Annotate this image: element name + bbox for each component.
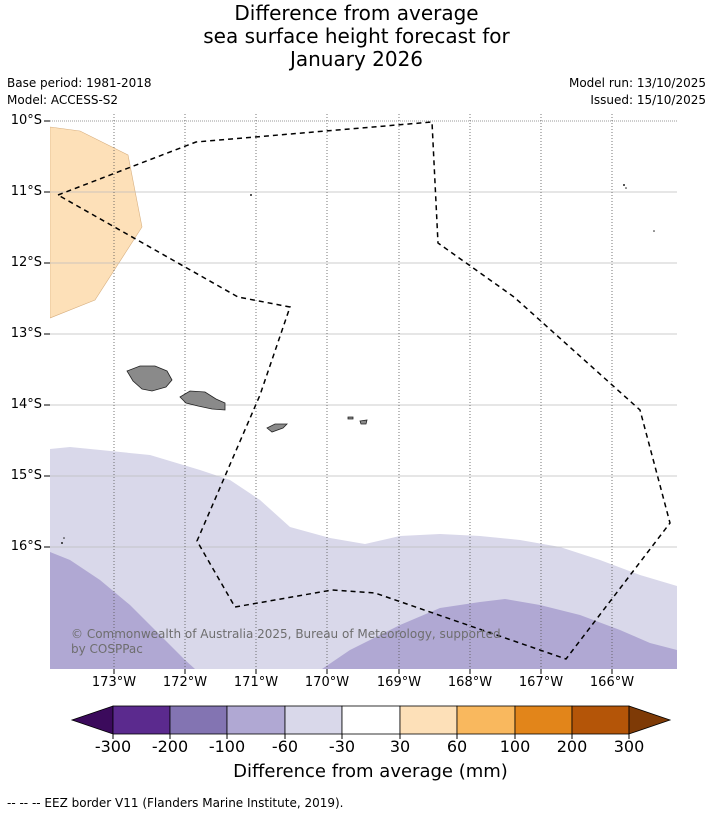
colorbar-tick-label: 30 — [389, 737, 411, 756]
colorbar-segment — [284, 705, 343, 735]
lat-label: 16°S — [10, 539, 42, 554]
colorbar-tick-label: 200 — [556, 737, 588, 756]
colorbar-tick-label: -100 — [208, 737, 246, 756]
lon-label: 169°W — [376, 675, 422, 690]
colorbar-segment — [112, 705, 171, 735]
colorbar-tick-label: -200 — [151, 737, 189, 756]
island-upolu — [179, 390, 226, 411]
eez-legend-note: -- -- -- EEZ border V11 (Flanders Marine… — [7, 796, 344, 810]
lon-label: 167°W — [518, 675, 564, 690]
lon-label: 166°W — [589, 675, 635, 690]
colorbar-tick-label: 100 — [499, 737, 531, 756]
island-small — [347, 416, 354, 420]
model-run: Model run: 13/10/2025 — [568, 76, 706, 90]
islet — [625, 187, 627, 189]
title-line-1: Difference from average — [234, 1, 479, 25]
colorbar-segment — [169, 705, 228, 735]
colorbar-tick-label: -60 — [271, 737, 299, 756]
lat-label: 15°S — [10, 468, 42, 483]
lat-label: 14°S — [10, 397, 42, 412]
islet — [653, 230, 655, 232]
islet — [250, 194, 252, 196]
lon-label: 170°W — [304, 675, 350, 690]
lon-label: 168°W — [447, 675, 493, 690]
lon-label: 171°W — [233, 675, 279, 690]
colorbar-tick-label: 300 — [613, 737, 645, 756]
colorbar-segment — [456, 705, 516, 735]
colorbar-tick-label: -300 — [94, 737, 132, 756]
title-line-2: sea surface height forecast for — [203, 24, 510, 48]
lat-label: 12°S — [10, 255, 42, 270]
lon-label: 173°W — [91, 675, 137, 690]
islet — [63, 537, 65, 539]
lat-label: 10°S — [10, 113, 42, 128]
base-period: Base period: 1981-2018 — [7, 76, 152, 90]
lat-label: 11°S — [10, 184, 42, 199]
anomaly-positive-patch — [50, 126, 143, 319]
colorbar-segment — [514, 705, 573, 735]
copyright-notice: © Commonwealth of Australia 2025, Bureau… — [71, 627, 501, 657]
colorbar-segment — [399, 705, 458, 735]
colorbar-segment — [341, 705, 401, 735]
model-name: Model: ACCESS-S2 — [7, 93, 119, 107]
islet — [61, 542, 63, 544]
island-tutuila — [266, 423, 288, 433]
colorbar-segment — [571, 705, 630, 735]
copyright-line-1: © Commonwealth of Australia 2025, Bureau… — [71, 627, 501, 641]
islet — [623, 184, 625, 186]
eez-border-samoa — [57, 121, 671, 660]
island-manua — [359, 419, 368, 425]
colorbar-extend-low — [70, 705, 114, 735]
colorbar-title: Difference from average (mm) — [233, 761, 508, 782]
lon-label: 172°W — [162, 675, 208, 690]
island-savaii — [126, 365, 173, 392]
lat-label: 13°S — [10, 326, 42, 341]
issued-date: Issued: 15/10/2025 — [590, 93, 706, 107]
colorbar-extend-high — [628, 705, 672, 735]
colorbar-segment — [226, 705, 286, 735]
copyright-line-2: by COSPPac — [71, 642, 143, 656]
colorbar-tick-label: -30 — [328, 737, 356, 756]
colorbar-tick-label: 60 — [446, 737, 468, 756]
anomaly-band-medium-right — [322, 599, 677, 669]
anomaly-band-medium-left — [50, 552, 195, 669]
title-line-3: January 2026 — [289, 47, 424, 71]
